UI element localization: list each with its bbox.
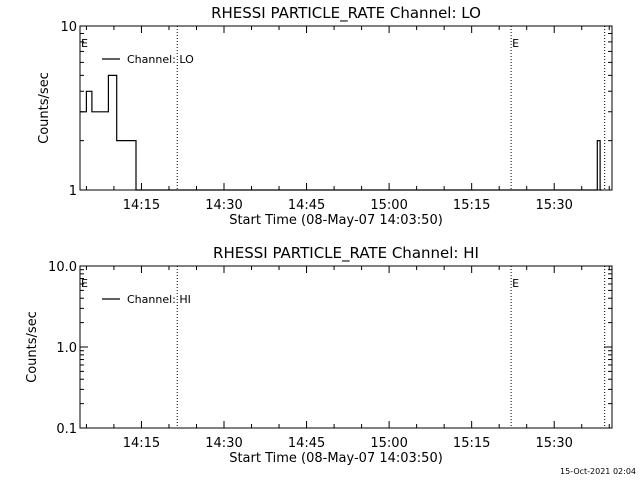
legend-entry: Channel: LO: [127, 53, 194, 66]
x-tick-label: 15:00: [370, 436, 407, 451]
y-tick-label: 1: [69, 184, 77, 199]
chart-panel-lo: RHESSI PARTICLE_RATE Channel: LO 14:15 14:…: [37, 4, 613, 228]
chart-title: RHESSI PARTICLE_RATE Channel: LO: [211, 4, 481, 23]
x-axis-label: Start Time (08-May-07 14:03:50): [229, 213, 443, 228]
vertical-marker-label: E: [512, 277, 519, 290]
x-tick-label: 14:15: [123, 198, 160, 213]
y-axis-label: Counts/sec: [37, 72, 52, 144]
chart-title: RHESSI PARTICLE_RATE Channel: HI: [213, 244, 479, 263]
y-tick-label: 10: [60, 20, 77, 35]
x-tick-label: 14:45: [288, 198, 325, 213]
chart-panel-hi: RHESSI PARTICLE_RATE Channel: HI 14:15 14:…: [25, 244, 613, 466]
x-axis-label: Start Time (08-May-07 14:03:50): [229, 451, 443, 466]
plot-frame: [79, 25, 613, 191]
x-tick-label: 15:15: [453, 198, 490, 213]
x-tick-label: 14:45: [288, 436, 325, 451]
y-tick-label: 1.0: [56, 341, 77, 356]
x-tick-label: 15:30: [535, 198, 572, 213]
x-tick-label: 14:30: [205, 436, 242, 451]
y-tick-label: 10.0: [48, 260, 77, 275]
plot-frame: [79, 265, 613, 429]
series-line: [80, 74, 602, 191]
vertical-marker-label: E: [512, 37, 519, 50]
x-tick-label: 14:15: [123, 436, 160, 451]
x-tick-label: 14:30: [205, 198, 242, 213]
vertical-marker-label: E: [81, 37, 88, 50]
y-tick-label: 0.1: [56, 422, 77, 437]
y-axis-label: Counts/sec: [25, 311, 40, 383]
x-tick-label: 15:30: [535, 436, 572, 451]
legend-entry: Channel: HI: [127, 293, 191, 306]
x-tick-label: 15:15: [453, 436, 490, 451]
vertical-marker-label: E: [81, 277, 88, 290]
x-tick-label: 15:00: [370, 198, 407, 213]
footer-timestamp: 15-Oct-2021 02:04: [560, 467, 636, 476]
